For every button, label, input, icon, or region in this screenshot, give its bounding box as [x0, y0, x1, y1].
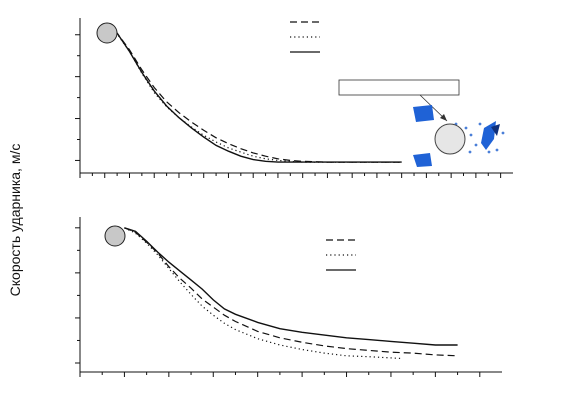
plate-fragment-bottom — [413, 153, 432, 167]
projectile-marker — [104, 225, 126, 247]
debris-cloud-dark — [491, 124, 500, 136]
debris-particle — [478, 122, 482, 126]
impact-inset — [338, 79, 505, 167]
plate-fragment-top — [413, 105, 434, 122]
debris-particle — [464, 126, 468, 130]
series-line-1 — [124, 227, 458, 357]
debris-particle — [474, 143, 478, 147]
callout-arrowhead — [440, 114, 447, 121]
debris-cloud — [481, 121, 496, 150]
projectile-marker — [96, 22, 118, 44]
legend — [290, 21, 320, 53]
debris-particle — [468, 150, 472, 154]
debris-particle — [501, 131, 505, 135]
upper-chart-panel — [75, 18, 513, 178]
lower-chart-panel — [75, 217, 502, 377]
series-line-3 — [104, 25, 402, 163]
legend — [326, 239, 356, 271]
series-line-2 — [124, 227, 403, 360]
series-line-3 — [124, 227, 458, 346]
debris-particle — [469, 133, 473, 137]
debris-particle — [495, 148, 499, 152]
shared-y-axis-title: Скорость ударника, м/с — [7, 144, 23, 297]
debris-particle — [487, 150, 491, 154]
callout-box — [338, 79, 460, 96]
projectile-in-inset — [434, 123, 466, 155]
